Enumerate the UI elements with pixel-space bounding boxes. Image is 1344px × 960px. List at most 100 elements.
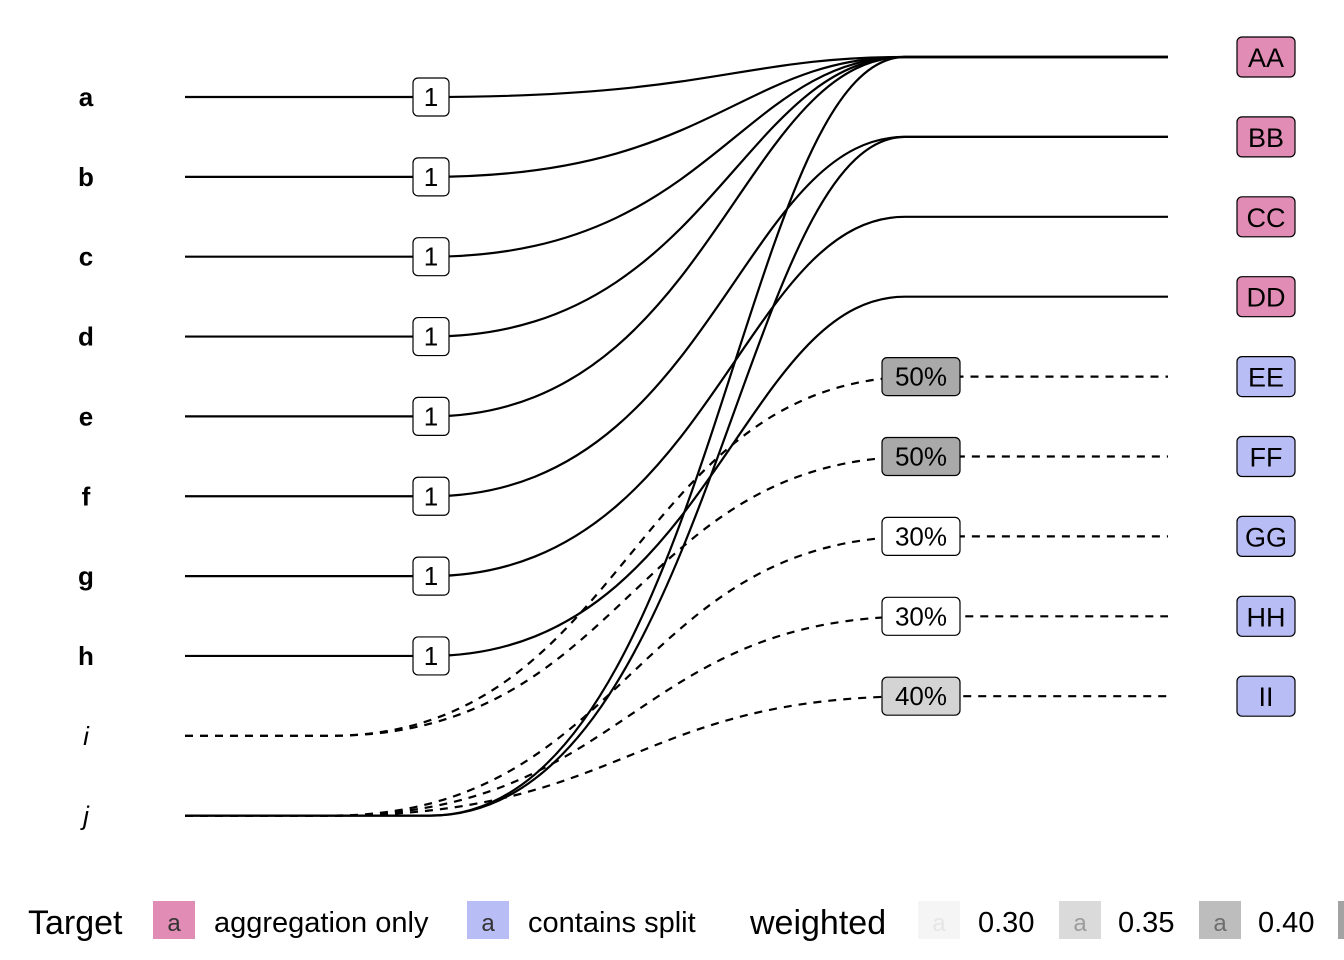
link-label-box <box>412 396 450 436</box>
target-label-II: II <box>1236 675 1296 717</box>
legend-item-label: 0.30 <box>978 907 1034 939</box>
legend-key-swatch <box>1199 901 1241 939</box>
target-label-text: BB <box>1248 123 1284 153</box>
link-labels-layer: 1 1 1 1 1 1 1 1 50% 50% 30% 30% 40% <box>412 77 961 716</box>
link-label-text: 1 <box>424 401 438 431</box>
link-label-box <box>881 516 961 557</box>
legend-target-item: a contains split <box>467 901 696 939</box>
link-e-AA <box>185 55 1168 418</box>
link-label-f-BB: 1 <box>412 476 450 516</box>
link-label-text: 1 <box>424 82 438 112</box>
target-label-text: FF <box>1250 443 1283 473</box>
link-label-b-AA: 1 <box>412 157 450 197</box>
link-label-text: 40% <box>895 681 947 711</box>
target-label-FF: FF <box>1236 435 1296 478</box>
source-label-b: b <box>78 162 94 192</box>
legend-key-swatch <box>153 901 195 939</box>
link-label-text: 1 <box>424 242 438 272</box>
legend-key-text: a <box>1073 910 1087 937</box>
target-label-AA: AA <box>1236 36 1296 78</box>
link-label-g-CC: 1 <box>412 556 450 596</box>
legend-weight-item: a 0.35 <box>1059 901 1174 939</box>
target-label-box <box>1236 276 1296 318</box>
link-label-box <box>412 476 450 516</box>
link-label-text: 1 <box>424 322 438 352</box>
target-label-GG: GG <box>1236 515 1296 558</box>
legend-key-text: a <box>481 910 495 937</box>
link-label-e-AA: 1 <box>412 396 450 436</box>
source-label-i: i <box>83 721 90 751</box>
legend-key-text: a <box>167 910 181 937</box>
source-label-j: j <box>80 801 90 831</box>
link-j-II <box>185 695 1168 817</box>
source-label-h: h <box>78 641 94 671</box>
link-h-DD <box>185 295 1168 658</box>
link-j-BB <box>185 135 1168 817</box>
link-label-box <box>881 676 961 716</box>
target-label-text: HH <box>1247 602 1286 632</box>
legend-key-text: a <box>932 910 946 937</box>
link-label-box <box>412 316 450 357</box>
target-label-CC: CC <box>1236 196 1296 238</box>
link-f-BB <box>185 135 1168 498</box>
legend-item-label: contains split <box>528 907 696 939</box>
legend-weight-title: weighted <box>749 904 886 942</box>
target-label-box <box>1236 435 1296 478</box>
link-label-box <box>412 556 450 596</box>
target-label-DD: DD <box>1236 276 1296 318</box>
legend: Target a aggregation only a contains split … <box>28 901 1344 942</box>
link-label-text: 50% <box>895 362 947 392</box>
legend-key-swatch-clipped <box>1338 901 1344 939</box>
link-i-EE <box>185 375 1168 737</box>
target-label-EE: EE <box>1236 356 1296 398</box>
link-label-a-AA: 1 <box>412 77 450 117</box>
link-label-box <box>881 357 961 397</box>
source-label-f: f <box>82 481 91 511</box>
link-label-box <box>412 237 450 277</box>
link-label-j-HH: 30% <box>881 596 961 636</box>
legend-weight-items: a 0.30 a 0.35 a 0.40 <box>918 901 1344 939</box>
link-c-AA <box>185 55 1168 258</box>
legend-key-swatch <box>1059 901 1101 939</box>
legend-target-item: a aggregation only <box>153 901 429 939</box>
link-label-text: 1 <box>424 561 438 591</box>
target-label-box <box>1236 196 1296 238</box>
legend-key-swatch <box>467 901 509 939</box>
target-label-box <box>1236 595 1296 637</box>
legend-item-label: 0.40 <box>1258 907 1314 939</box>
link-label-text: 30% <box>895 521 947 551</box>
legend-item-label: 0.35 <box>1118 907 1174 939</box>
link-label-box <box>881 596 961 636</box>
link-d-AA <box>185 55 1168 338</box>
link-label-text: 50% <box>895 442 947 472</box>
target-label-text: AA <box>1248 43 1284 73</box>
link-j-AA <box>185 55 1168 817</box>
link-a-AA <box>185 55 1168 99</box>
link-label-j-II: 40% <box>881 676 961 716</box>
target-labels: AA BB CC DD EE FF GG HH II <box>1236 36 1296 717</box>
target-label-BB: BB <box>1236 116 1296 158</box>
link-label-box <box>412 636 450 676</box>
link-label-j-GG: 30% <box>881 516 961 557</box>
legend-weight-item: a 0.30 <box>918 901 1034 939</box>
link-b-AA <box>185 55 1168 178</box>
target-label-box <box>1236 675 1296 717</box>
legend-target-items: a aggregation only a contains split <box>153 901 696 939</box>
target-label-box <box>1236 36 1296 78</box>
source-label-c: c <box>79 242 93 272</box>
link-label-box <box>881 436 961 477</box>
target-label-text: DD <box>1247 283 1286 313</box>
link-label-d-AA: 1 <box>412 316 450 357</box>
link-label-i-EE: 50% <box>881 357 961 397</box>
link-label-h-DD: 1 <box>412 636 450 676</box>
source-label-a: a <box>79 82 94 112</box>
link-j-HH <box>185 615 1168 817</box>
links-layer <box>185 55 1168 817</box>
link-label-text: 30% <box>895 601 947 631</box>
legend-target-title: Target <box>28 904 123 942</box>
link-label-i-FF: 50% <box>881 436 961 477</box>
legend-key-text: a <box>1213 910 1227 937</box>
source-label-d: d <box>78 322 94 352</box>
